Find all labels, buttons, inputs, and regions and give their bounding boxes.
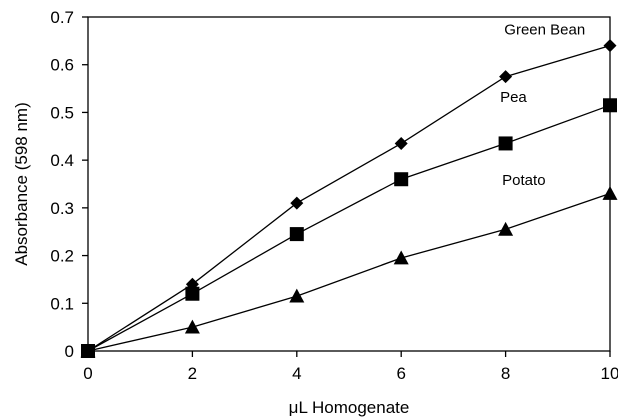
y-axis-title: Absorbance (598 nm) <box>12 102 31 265</box>
data-point-pea <box>603 98 617 113</box>
x-tick-label: 10 <box>601 364 618 383</box>
plot-border <box>87 16 611 352</box>
y-tick-label: 0.2 <box>50 247 74 266</box>
series-annotations: Green Bean Pea Potato <box>500 22 585 189</box>
y-tick-label: 0.6 <box>50 56 74 75</box>
y-axis: 0 0.1 0.2 0.3 0.4 0.5 0.6 0.7 <box>50 8 88 361</box>
plot-frame <box>87 16 611 352</box>
series-lines <box>87 44 611 352</box>
data-point-green-bean <box>603 39 617 53</box>
series-label: Green Bean <box>504 22 585 39</box>
series-line-potato <box>87 192 611 352</box>
data-point-pea <box>185 286 200 301</box>
data-point-pea <box>498 136 513 151</box>
y-tick-label: 0 <box>65 342 74 361</box>
data-point-pea <box>394 172 409 187</box>
data-point-potato <box>393 250 409 265</box>
series-line-green-bean <box>87 44 611 352</box>
data-point-green-bean <box>499 70 513 84</box>
series-markers <box>80 39 618 358</box>
x-tick-label: 8 <box>501 364 510 383</box>
x-tick-label: 6 <box>396 364 405 383</box>
data-point-green-bean <box>290 196 304 210</box>
series-label: Pea <box>500 89 527 106</box>
x-tick-label: 2 <box>188 364 197 383</box>
series-label: Potato <box>502 172 545 189</box>
y-tick-label: 0.4 <box>50 151 74 170</box>
data-point-potato <box>289 288 305 303</box>
x-tick-label: 4 <box>292 364 301 383</box>
y-tick-label: 0.3 <box>50 199 74 218</box>
series-line-pea <box>87 104 611 352</box>
data-point-potato <box>80 343 96 358</box>
y-tick-label: 0.5 <box>50 103 74 122</box>
y-tick-label: 0.7 <box>50 8 74 27</box>
data-point-potato <box>184 319 200 334</box>
y-tick-label: 0.1 <box>50 294 74 313</box>
x-axis-title: μL Homogenate <box>289 398 410 417</box>
data-point-green-bean <box>394 136 408 150</box>
data-point-pea <box>289 227 304 242</box>
x-tick-label: 0 <box>83 364 92 383</box>
data-point-potato <box>602 186 618 200</box>
data-point-potato <box>498 221 514 236</box>
